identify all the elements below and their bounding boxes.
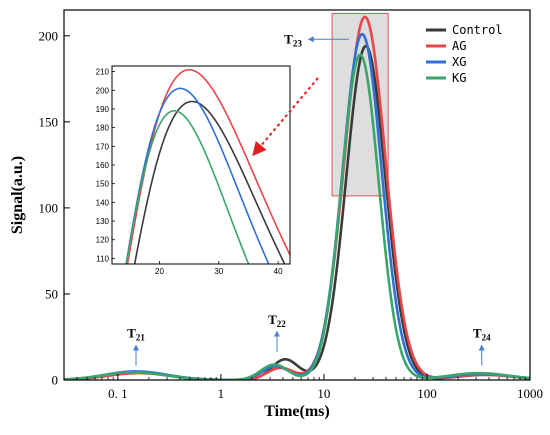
x-tick-label: 100 bbox=[417, 386, 437, 401]
inset-y-tick-label: 170 bbox=[96, 142, 110, 151]
inset-y-axis: 110 120 130 140 150 160 170 180 190 200 210 bbox=[96, 68, 115, 263]
series-line-kg bbox=[64, 53, 530, 380]
inset-y-tick-label: 120 bbox=[96, 236, 110, 245]
inset-y-tick-label: 160 bbox=[96, 161, 110, 170]
y-tick-label: 0 bbox=[52, 373, 59, 388]
inset-x-tick-label: 40 bbox=[274, 267, 283, 276]
inset-x-tick-label: 20 bbox=[155, 267, 164, 276]
inset-y-tick-label: 180 bbox=[96, 124, 110, 133]
y-tick-label: 50 bbox=[45, 286, 58, 301]
inset-x-tick-label: 30 bbox=[214, 267, 223, 276]
x-axis: 0. 1 1 10 100 1000 bbox=[63, 374, 543, 401]
inset-y-tick-label: 200 bbox=[96, 86, 110, 95]
y-tick-label: 200 bbox=[39, 28, 59, 43]
legend-label-xg: XG bbox=[452, 55, 466, 69]
inset-y-tick-label: 110 bbox=[96, 254, 109, 263]
x-tick-label: 0. 1 bbox=[108, 386, 128, 401]
peak-label-t23: T23 bbox=[284, 31, 302, 48]
inset-x-axis: 20 30 40 bbox=[155, 261, 283, 276]
main-series-group bbox=[64, 15, 530, 380]
inset-y-tick-label: 150 bbox=[96, 180, 110, 189]
plot-frame bbox=[63, 9, 531, 381]
inset-background bbox=[112, 66, 290, 264]
inset-y-tick-label: 130 bbox=[96, 217, 110, 226]
y-axis: 0 50 100 150 200 bbox=[39, 28, 70, 388]
legend-label-ag: AG bbox=[452, 39, 466, 53]
inset-y-tick-label: 140 bbox=[96, 198, 110, 207]
inset-chart: 20 30 40 110 120 130 140 150 160 170 180 190 200 210 bbox=[96, 65, 291, 276]
x-tick-label: 1 bbox=[218, 386, 225, 401]
peak-label-t24: T24 bbox=[473, 326, 491, 343]
legend: Control AG XG KG bbox=[426, 23, 503, 85]
x-tick-label: 10 bbox=[317, 386, 330, 401]
peak-label-t22: T22 bbox=[268, 312, 286, 329]
inset-y-tick-label: 210 bbox=[96, 68, 110, 77]
zoom-arrow bbox=[252, 77, 319, 157]
x-axis-title: Time(ms) bbox=[264, 403, 329, 420]
legend-label-control: Control bbox=[452, 23, 503, 37]
x-tick-label: 1000 bbox=[517, 386, 543, 401]
inset-line-control bbox=[133, 100, 286, 264]
legend-label-kg: KG bbox=[452, 71, 466, 85]
inset-line-xg bbox=[125, 87, 270, 264]
y-tick-label: 150 bbox=[39, 114, 59, 129]
inset-line-kg bbox=[125, 110, 250, 264]
inset-series-group bbox=[125, 68, 290, 264]
y-tick-label: 100 bbox=[39, 200, 59, 215]
peak-label-t21: T21 bbox=[127, 326, 145, 343]
inset-y-tick-label: 190 bbox=[96, 105, 110, 114]
y-axis-title: Signal(a.u.) bbox=[9, 156, 26, 234]
